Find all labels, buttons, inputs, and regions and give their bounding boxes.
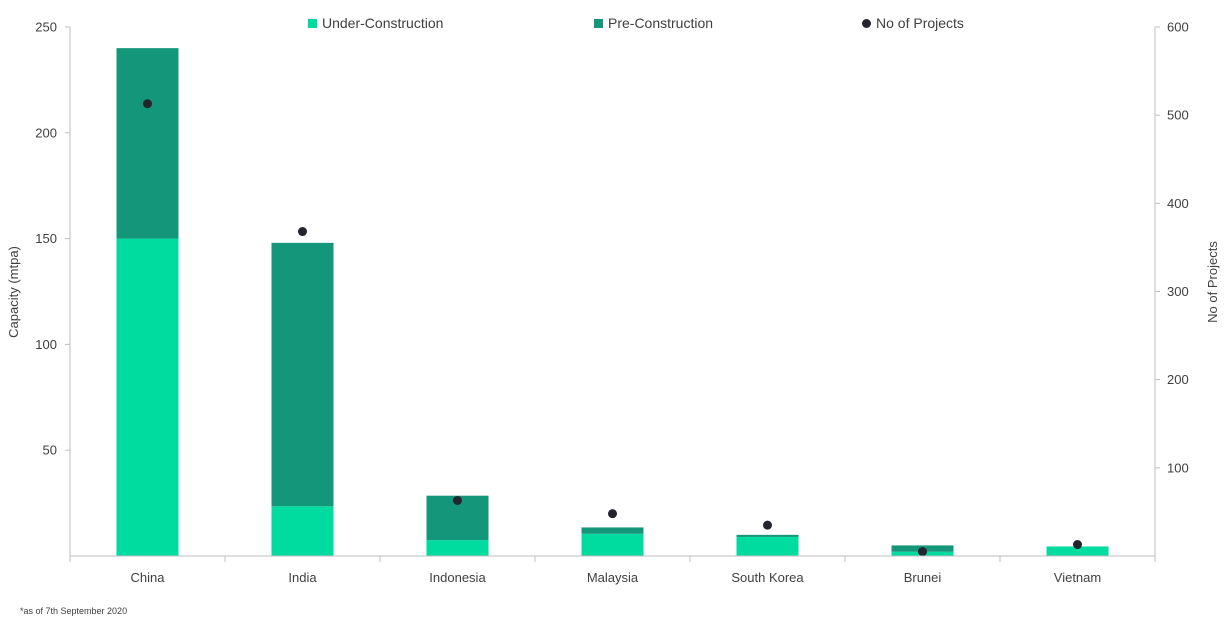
- y2-axis-label: No of Projects: [1205, 241, 1220, 323]
- y-tick-label-50: 50: [43, 443, 57, 458]
- project-dot-indonesia: [453, 495, 462, 505]
- y2-tick-label-400: 400: [1167, 196, 1189, 211]
- x-tick-label-south-korea: South Korea: [731, 570, 804, 585]
- legend-no-of-projects: No of Projects: [862, 13, 964, 33]
- axes-layer: [69, 27, 1156, 557]
- project-dot-vietnam: [1073, 540, 1082, 550]
- x-tick-label-vietnam: Vietnam: [1054, 570, 1101, 585]
- y-tick-label-200: 200: [35, 125, 57, 140]
- legend-label-pre-construction: Pre-Construction: [608, 15, 714, 31]
- legend-pre-construction: Pre-Construction: [594, 13, 713, 33]
- bar-pre-construction-india: [271, 242, 334, 507]
- bar-under-construction-south-korea: [736, 536, 799, 556]
- bar-under-construction-india: [271, 506, 334, 556]
- project-dot-india: [298, 227, 307, 237]
- legend-label-no-of-projects: No of Projects: [876, 15, 964, 31]
- bar-under-construction-malaysia: [581, 533, 644, 556]
- y-tick-label-250: 250: [35, 20, 57, 35]
- y2-tick-label-500: 500: [1167, 108, 1189, 123]
- bar-pre-construction-malaysia: [581, 527, 644, 534]
- no-of-projects-marker: [862, 18, 871, 28]
- legend-under-construction: Under-Construction: [308, 13, 443, 33]
- project-dot-china: [143, 99, 152, 109]
- x-tick-label-brunei: Brunei: [904, 570, 942, 585]
- bars-layer: [116, 48, 1109, 556]
- project-dot-malaysia: [608, 509, 617, 519]
- y-tick-label-150: 150: [35, 231, 57, 246]
- pre-construction-swatch: [594, 18, 603, 28]
- x-tick-label-china: China: [131, 570, 166, 585]
- ticks-layer: China India Indonesia Malaysia South Korea Br…: [35, 20, 1188, 586]
- y2-tick-label-100: 100: [1167, 460, 1189, 475]
- bar-under-construction-china: [116, 238, 179, 556]
- under-construction-swatch: [308, 18, 317, 28]
- x-tick-label-india: India: [288, 570, 317, 585]
- bar-under-construction-vietnam: [1046, 546, 1109, 556]
- project-dots-layer: [143, 99, 1082, 557]
- y-tick-label-100: 100: [35, 337, 57, 352]
- y2-tick-label-600: 600: [1167, 20, 1189, 35]
- footnote: *as of 7th September 2020: [20, 606, 128, 616]
- project-dot-south-korea: [763, 520, 772, 530]
- x-tick-label-malaysia: Malaysia: [587, 570, 639, 585]
- legend-label-under-construction: Under-Construction: [322, 15, 444, 31]
- x-tick-label-indonesia: Indonesia: [429, 570, 486, 585]
- bar-pre-construction-china: [116, 48, 179, 239]
- bar-under-construction-indonesia: [426, 540, 489, 556]
- bar-pre-construction-south-korea: [736, 534, 799, 537]
- project-dot-brunei: [918, 547, 927, 557]
- y2-tick-label-300: 300: [1167, 284, 1189, 299]
- y2-tick-label-200: 200: [1167, 372, 1189, 387]
- y-axis-label: Capacity (mtpa): [6, 246, 21, 338]
